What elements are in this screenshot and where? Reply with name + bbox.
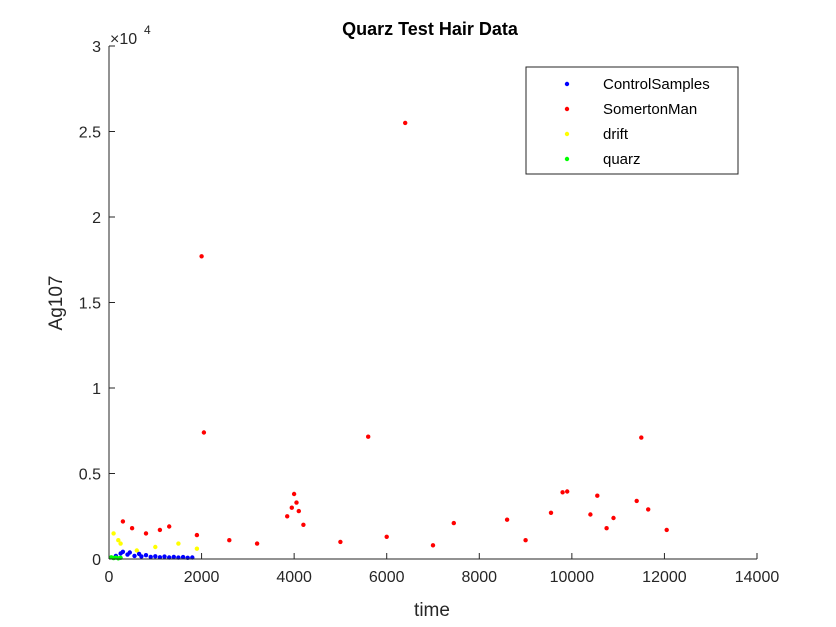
data-point <box>180 554 186 560</box>
data-point <box>504 517 510 522</box>
legend-box <box>525 66 739 175</box>
data-point <box>403 120 408 126</box>
series-quarz <box>109 555 123 561</box>
data-point <box>384 534 389 539</box>
data-point <box>291 491 297 497</box>
data-point <box>157 527 163 533</box>
series-somertonman <box>120 120 669 548</box>
legend-marker <box>564 131 570 137</box>
data-point <box>129 526 135 531</box>
y-tick-label: 2.5 <box>79 125 101 142</box>
y-tick-label: 2 <box>92 210 101 227</box>
series-controlsamples <box>113 549 195 560</box>
data-point <box>127 550 132 555</box>
data-point <box>254 541 260 546</box>
y-tick-label: 1.5 <box>79 296 101 313</box>
data-point <box>134 548 139 553</box>
data-point <box>194 532 200 538</box>
x-tick-label: 4000 <box>276 569 312 586</box>
plot-area <box>109 120 669 561</box>
x-tick-label: 0 <box>105 569 114 586</box>
y-tick-label: 1 <box>92 381 101 398</box>
legend-marker <box>564 81 570 87</box>
data-point <box>227 538 232 543</box>
legend-label: SomertonMan <box>603 101 697 118</box>
legend-marker <box>564 156 570 162</box>
data-point <box>111 531 116 536</box>
data-point <box>294 500 299 505</box>
x-tick-label: 6000 <box>369 569 405 586</box>
y-axis-exponent: ×10 4 <box>110 23 151 48</box>
y-axis-label: Ag107 <box>46 276 67 331</box>
data-point <box>338 539 343 545</box>
data-point <box>118 541 123 546</box>
legend-label: quarz <box>603 151 641 168</box>
data-point <box>595 493 600 498</box>
data-point <box>157 555 163 560</box>
data-point <box>120 549 126 554</box>
data-point <box>604 526 609 531</box>
data-point <box>143 531 149 536</box>
data-point <box>167 524 172 529</box>
legend: ControlSamples SomertonMan drift quarz <box>525 66 739 175</box>
data-point <box>565 489 570 494</box>
x-axis-label: time <box>414 600 450 621</box>
data-point <box>153 554 158 559</box>
x-axis-ticks: 0 2000 4000 6000 8000 10000 12000 14000 <box>105 553 780 586</box>
data-point <box>301 522 306 527</box>
y-axis-ticks: 0 0.5 1 1.5 2 2.5 3 <box>79 39 115 569</box>
y-exponent-power: 4 <box>144 23 151 37</box>
x-tick-label: 2000 <box>184 569 220 586</box>
y-tick-label: 0 <box>92 552 101 569</box>
x-tick-label: 8000 <box>461 569 497 586</box>
x-tick-label: 14000 <box>735 569 780 586</box>
data-point <box>153 544 158 550</box>
chart-title: Quarz Test Hair Data <box>342 19 519 39</box>
data-point <box>201 430 207 435</box>
y-exponent-base: ×10 <box>110 31 137 48</box>
data-point <box>143 553 149 558</box>
data-point <box>171 554 176 560</box>
x-tick-label: 10000 <box>550 569 595 586</box>
data-point <box>451 520 456 526</box>
data-point <box>430 543 436 548</box>
data-point <box>194 546 200 551</box>
data-point <box>289 505 294 510</box>
data-point <box>646 507 651 512</box>
data-point <box>132 553 137 559</box>
data-point <box>611 515 616 521</box>
data-point <box>639 435 644 440</box>
data-point <box>560 490 565 495</box>
y-tick-label: 3 <box>92 39 101 56</box>
data-point <box>634 498 639 504</box>
data-point <box>664 527 669 533</box>
data-point <box>148 554 153 560</box>
data-point <box>285 514 290 519</box>
data-point <box>162 554 167 559</box>
legend-label: drift <box>603 126 629 143</box>
data-point <box>116 538 121 543</box>
data-point <box>139 554 144 559</box>
data-point <box>296 508 301 514</box>
data-point <box>366 434 371 439</box>
legend-marker <box>564 106 570 112</box>
legend-label: ControlSamples <box>603 76 710 93</box>
data-point <box>176 541 181 546</box>
data-point <box>588 512 593 517</box>
x-tick-label: 12000 <box>642 569 687 586</box>
data-point <box>199 254 204 259</box>
y-tick-label: 0.5 <box>79 467 101 484</box>
series-drift <box>111 531 200 553</box>
data-point <box>548 510 554 515</box>
data-point <box>523 538 528 543</box>
data-point <box>120 519 126 524</box>
